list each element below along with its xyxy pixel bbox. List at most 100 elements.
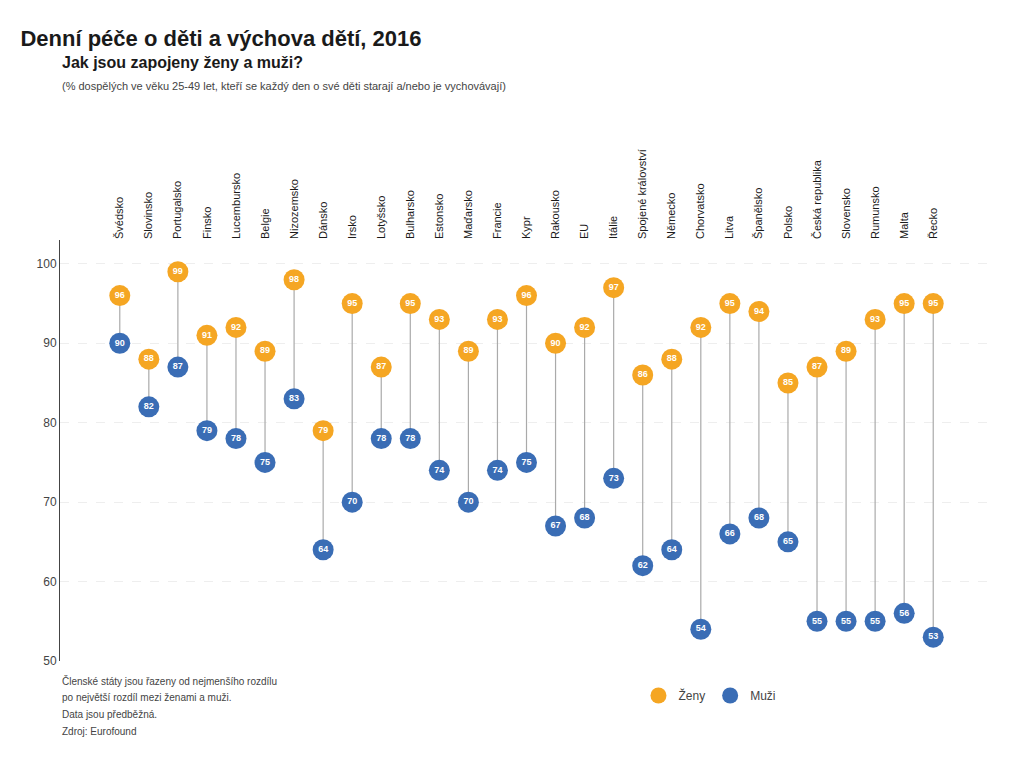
svg-text:86: 86 — [638, 369, 648, 379]
svg-text:79: 79 — [202, 425, 212, 435]
svg-text:98: 98 — [289, 274, 299, 284]
svg-text:89: 89 — [841, 345, 851, 355]
svg-text:67: 67 — [551, 520, 561, 530]
svg-text:Slovinsko: Slovinsko — [142, 192, 154, 239]
svg-text:Litva: Litva — [723, 215, 735, 239]
svg-text:75: 75 — [521, 457, 531, 467]
svg-text:Členské státy jsou řazeny od n: Členské státy jsou řazeny od nejmenšího … — [62, 675, 277, 687]
svg-text:85: 85 — [783, 377, 793, 387]
svg-text:Německo: Německo — [665, 193, 677, 239]
svg-text:95: 95 — [899, 298, 909, 308]
svg-text:Itálie: Itálie — [607, 216, 619, 239]
svg-text:70: 70 — [347, 496, 357, 506]
svg-text:68: 68 — [580, 512, 590, 522]
svg-text:95: 95 — [725, 298, 735, 308]
svg-text:79: 79 — [318, 425, 328, 435]
svg-text:78: 78 — [231, 433, 241, 443]
svg-text:(% dospělých ve věku 25-49 let: (% dospělých ve věku 25-49 let, kteří se… — [62, 80, 506, 92]
svg-text:90: 90 — [43, 336, 57, 350]
svg-text:Finsko: Finsko — [201, 207, 213, 239]
svg-text:62: 62 — [638, 560, 648, 570]
svg-text:Švédsko: Švédsko — [113, 197, 125, 239]
svg-text:Maďarsko: Maďarsko — [462, 190, 474, 239]
svg-text:Bulharsko: Bulharsko — [404, 190, 416, 239]
svg-text:54: 54 — [696, 623, 706, 633]
svg-text:83: 83 — [289, 393, 299, 403]
svg-text:93: 93 — [870, 314, 880, 324]
svg-text:65: 65 — [783, 536, 793, 546]
svg-text:87: 87 — [376, 361, 386, 371]
svg-text:70: 70 — [463, 496, 473, 506]
svg-text:95: 95 — [405, 298, 415, 308]
svg-text:60: 60 — [43, 575, 57, 589]
svg-text:Ženy: Ženy — [678, 688, 705, 703]
svg-text:87: 87 — [812, 361, 822, 371]
svg-text:75: 75 — [260, 457, 270, 467]
svg-text:Řecko: Řecko — [927, 208, 939, 239]
svg-text:Denní péče o děti a výchova dě: Denní péče o děti a výchova dětí, 2016 — [20, 26, 421, 51]
svg-text:78: 78 — [405, 433, 415, 443]
svg-text:87: 87 — [173, 361, 183, 371]
svg-text:Rumunsko: Rumunsko — [869, 186, 881, 239]
svg-text:82: 82 — [144, 401, 154, 411]
svg-text:66: 66 — [725, 528, 735, 538]
svg-text:Rakousko: Rakousko — [549, 190, 561, 239]
svg-text:64: 64 — [667, 544, 677, 554]
svg-text:68: 68 — [754, 512, 764, 522]
svg-text:Muži: Muži — [750, 689, 775, 703]
svg-text:92: 92 — [580, 322, 590, 332]
svg-text:po největší rozdíl mezi ženami: po největší rozdíl mezi ženami a muži. — [62, 692, 232, 703]
svg-text:100: 100 — [37, 257, 57, 271]
svg-text:93: 93 — [434, 314, 444, 324]
svg-text:95: 95 — [928, 298, 938, 308]
svg-text:Data jsou předběžná.: Data jsou předběžná. — [62, 709, 157, 720]
svg-text:88: 88 — [667, 353, 677, 363]
svg-text:Dánsko: Dánsko — [317, 202, 329, 239]
svg-text:78: 78 — [376, 433, 386, 443]
svg-text:73: 73 — [609, 473, 619, 483]
svg-text:88: 88 — [144, 353, 154, 363]
svg-text:Polsko: Polsko — [782, 206, 794, 239]
svg-text:Kypr: Kypr — [520, 216, 532, 239]
svg-text:Irsko: Irsko — [346, 215, 358, 239]
svg-text:95: 95 — [347, 298, 357, 308]
svg-text:50: 50 — [43, 654, 57, 668]
svg-text:97: 97 — [609, 282, 619, 292]
svg-text:90: 90 — [115, 338, 125, 348]
svg-text:Zdroj: Eurofound: Zdroj: Eurofound — [62, 726, 137, 737]
svg-text:Francie: Francie — [491, 202, 503, 239]
svg-text:56: 56 — [899, 608, 909, 618]
svg-text:96: 96 — [521, 290, 531, 300]
svg-text:96: 96 — [115, 290, 125, 300]
svg-text:Lucembursko: Lucembursko — [230, 173, 242, 239]
svg-text:55: 55 — [841, 616, 851, 626]
svg-text:70: 70 — [43, 495, 57, 509]
svg-text:Belgie: Belgie — [259, 208, 271, 239]
svg-text:53: 53 — [928, 631, 938, 641]
svg-text:90: 90 — [551, 338, 561, 348]
svg-text:55: 55 — [812, 616, 822, 626]
svg-text:Portugalsko: Portugalsko — [171, 181, 183, 239]
svg-text:Česká republika: Česká republika — [811, 159, 823, 239]
svg-text:89: 89 — [260, 345, 270, 355]
svg-text:Nizozemsko: Nizozemsko — [288, 179, 300, 239]
svg-text:91: 91 — [202, 330, 212, 340]
svg-text:Estonsko: Estonsko — [433, 194, 445, 239]
svg-text:Španělsko: Španělsko — [752, 188, 764, 239]
svg-text:94: 94 — [754, 306, 764, 316]
svg-text:92: 92 — [696, 322, 706, 332]
svg-text:89: 89 — [463, 345, 473, 355]
svg-text:99: 99 — [173, 266, 183, 276]
svg-text:80: 80 — [43, 416, 57, 430]
svg-text:Lotyšsko: Lotyšsko — [375, 196, 387, 239]
svg-text:EU: EU — [578, 224, 590, 239]
svg-text:74: 74 — [492, 465, 502, 475]
svg-text:Malta: Malta — [898, 211, 910, 239]
svg-text:Spojené království: Spojené království — [636, 149, 648, 239]
svg-text:93: 93 — [492, 314, 502, 324]
svg-text:Slovensko: Slovensko — [840, 188, 852, 239]
svg-text:92: 92 — [231, 322, 241, 332]
svg-text:Jak jsou zapojeny ženy a muži?: Jak jsou zapojeny ženy a muži? — [62, 54, 303, 71]
svg-text:Chorvatsko: Chorvatsko — [694, 183, 706, 239]
svg-text:55: 55 — [870, 616, 880, 626]
